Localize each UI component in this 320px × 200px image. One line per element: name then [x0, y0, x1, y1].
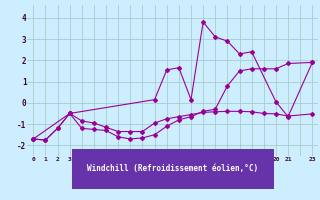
X-axis label: Windchill (Refroidissement éolien,°C): Windchill (Refroidissement éolien,°C) [87, 164, 258, 173]
